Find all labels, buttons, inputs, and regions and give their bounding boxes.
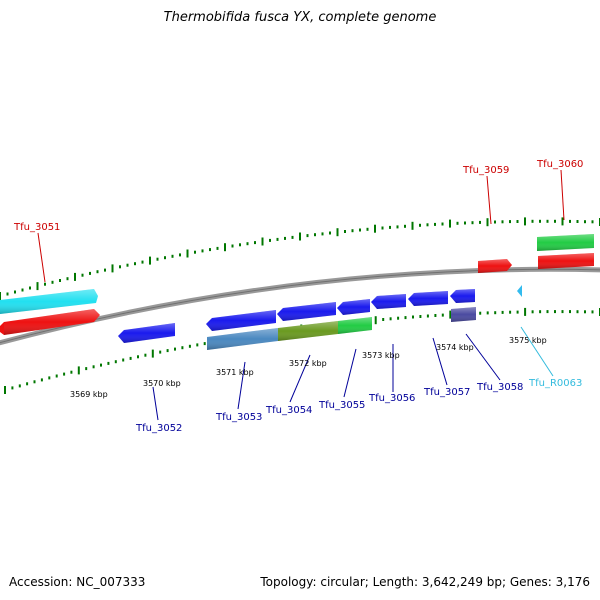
gene-label-tfu-3054[interactable]: Tfu_3054 bbox=[265, 405, 312, 416]
gene-label-tfu-3053[interactable]: Tfu_3053 bbox=[215, 412, 262, 423]
scale-label-3569: 3569 kbp bbox=[70, 390, 108, 399]
gene-label-tfu-3059[interactable]: Tfu_3059 bbox=[462, 165, 509, 176]
gene-label-tfu-3055[interactable]: Tfu_3055 bbox=[318, 400, 365, 411]
gene-label-tfu-3060[interactable]: Tfu_3060 bbox=[536, 159, 583, 170]
scale-label-3572: 3572 kbp bbox=[289, 359, 327, 368]
genome-summary-text: Topology: circular; Length: 3,642,249 bp… bbox=[260, 575, 590, 589]
gene-label-tfu-3051[interactable]: Tfu_3051 bbox=[13, 222, 60, 233]
scale-label-3573: 3573 kbp bbox=[362, 351, 400, 360]
reverse-strand-features bbox=[118, 285, 522, 350]
scale-labels: 3569 kbp 3570 kbp 3571 kbp 3572 kbp 3573… bbox=[70, 336, 547, 399]
label-leader-lines bbox=[37, 169, 565, 421]
scale-label-3574: 3574 kbp bbox=[436, 343, 474, 352]
accession-text: Accession: NC_007333 bbox=[9, 575, 146, 589]
scale-label-3571: 3571 kbp bbox=[216, 368, 254, 377]
scale-label-3570: 3570 kbp bbox=[143, 379, 181, 388]
map-title: Thermobifida fusca YX, complete genome bbox=[163, 10, 437, 25]
gene-label-tfu-3056[interactable]: Tfu_3056 bbox=[368, 393, 415, 404]
gene-arrow-left-edge[interactable] bbox=[0, 322, 4, 335]
gene-label-tfu-r0063[interactable]: Tfu_R0063 bbox=[528, 378, 582, 389]
gene-labels: Tfu_3051 Tfu_3059 Tfu_3060 Tfu_3052 Tfu_… bbox=[13, 159, 583, 434]
gene-label-tfu-3058[interactable]: Tfu_3058 bbox=[476, 382, 523, 393]
rna-arrow-tfu-r0063[interactable] bbox=[517, 285, 522, 297]
gene-label-tfu-3052[interactable]: Tfu_3052 bbox=[135, 423, 182, 434]
outer-tick-ring bbox=[0, 217, 600, 300]
scale-label-3575: 3575 kbp bbox=[509, 336, 547, 345]
forward-strand-features bbox=[0, 234, 594, 335]
gene-label-tfu-3057[interactable]: Tfu_3057 bbox=[423, 387, 470, 398]
